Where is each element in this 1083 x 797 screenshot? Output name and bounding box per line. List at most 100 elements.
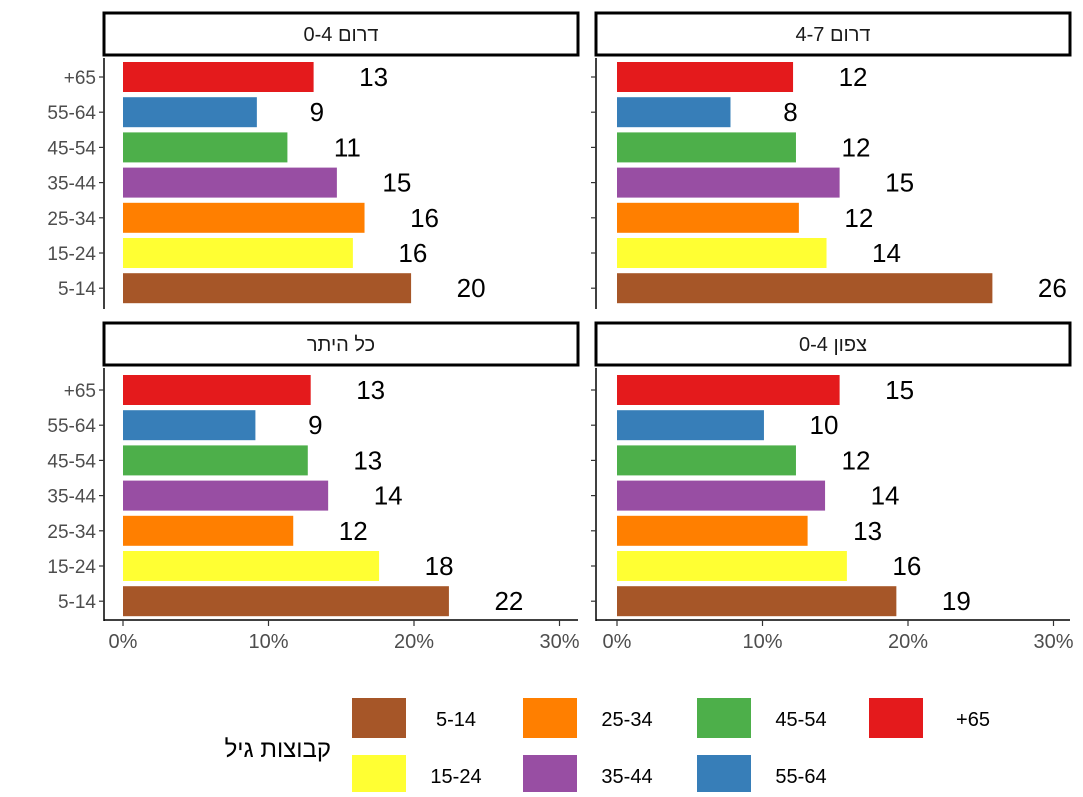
bar-45-54 — [617, 445, 796, 476]
bar-15-24 — [617, 238, 827, 268]
data-label: 20 — [457, 273, 486, 303]
bar-+65 — [123, 375, 311, 405]
legend-key-5-14 — [352, 698, 406, 738]
data-label: 13 — [853, 516, 882, 546]
y-tick-label: 55-64 — [47, 103, 96, 124]
data-label: 10 — [809, 410, 838, 440]
facet-strip — [102, 321, 580, 367]
legend-label: 55-64 — [775, 766, 826, 788]
bar-15-24 — [617, 551, 847, 581]
y-tick-label: +65 — [64, 381, 96, 402]
y-tick-label: 25-34 — [47, 209, 96, 230]
legend-label: +65 — [956, 709, 990, 731]
data-label: 15 — [382, 168, 411, 198]
data-label: 18 — [425, 551, 454, 581]
legend-label: 35-44 — [601, 766, 652, 788]
data-label: 19 — [942, 586, 971, 616]
legend-key-25-34 — [523, 698, 577, 738]
facet-panel-3: כל היתר 13 +65 9 55-64 13 45-54 14 35-44 12 25-34 1… — [47, 321, 580, 653]
legend-key-55-64 — [697, 755, 751, 795]
bar-35-44 — [123, 480, 329, 511]
data-label: 9 — [308, 410, 322, 440]
legend-key-35-44 — [523, 755, 577, 795]
legend-key-15-24 — [352, 755, 406, 795]
bar-35-44 — [617, 167, 840, 198]
data-label: 16 — [892, 551, 921, 581]
bar-45-54 — [617, 132, 796, 163]
facet-title: צפון 0-4 — [799, 334, 867, 356]
legend-key-+65 — [869, 698, 923, 738]
bar-55-64 — [123, 410, 256, 441]
data-label: 12 — [842, 132, 871, 162]
bar-5-14 — [617, 273, 993, 304]
legend-label: 15-24 — [430, 766, 481, 788]
data-label: 16 — [410, 203, 439, 233]
x-tick-label: 10% — [248, 631, 288, 653]
facet-title: דרום 4-7 — [796, 24, 871, 46]
legend-label: 5-14 — [436, 709, 476, 731]
data-label: 8 — [783, 97, 797, 127]
bar-15-24 — [123, 551, 380, 581]
y-tick-label: 35-44 — [47, 174, 96, 195]
legend-label: 25-34 — [601, 709, 652, 731]
bar-45-54 — [123, 445, 308, 476]
data-label: 12 — [839, 62, 868, 92]
facet-panel-1: דרום 0-4 13 +65 9 55-64 11 45-54 15 35-44 16 25-34… — [47, 11, 580, 309]
bar-5-14 — [123, 586, 449, 617]
facet-strip — [594, 321, 1072, 367]
legend-key-45-54 — [697, 698, 751, 738]
bar-+65 — [123, 62, 314, 92]
x-tick-label: 30% — [539, 631, 579, 653]
x-tick-label: 0% — [603, 631, 632, 653]
facet-strip — [102, 11, 580, 57]
bar-15-24 — [123, 238, 353, 268]
data-label: 9 — [310, 97, 324, 127]
x-tick-label: 20% — [888, 631, 928, 653]
bar-45-54 — [123, 132, 288, 163]
bar-25-34 — [617, 202, 799, 233]
bar-35-44 — [123, 167, 337, 198]
data-label: 12 — [842, 445, 871, 475]
y-tick-label: 55-64 — [47, 416, 96, 437]
y-tick-label: 5-14 — [58, 279, 96, 300]
y-tick-label: 45-54 — [47, 451, 96, 472]
y-tick-label: 35-44 — [47, 487, 96, 508]
y-tick-label: 25-34 — [47, 522, 96, 543]
y-tick-label: 15-24 — [47, 557, 96, 578]
data-label: 14 — [872, 238, 901, 268]
bar-25-34 — [123, 515, 294, 546]
data-label: 13 — [359, 62, 388, 92]
data-label: 13 — [356, 375, 385, 405]
x-tick-label: 0% — [109, 631, 138, 653]
facet-title: כל היתר — [307, 334, 375, 356]
bar-55-64 — [617, 97, 731, 128]
data-label: 12 — [844, 203, 873, 233]
bar-+65 — [617, 62, 794, 92]
facet-panel-2: דרום 4-7 12 8 12 15 12 14 26 — [591, 11, 1072, 309]
data-label: 14 — [871, 481, 900, 511]
data-label: 14 — [374, 481, 403, 511]
bar-55-64 — [123, 97, 257, 128]
x-tick-label: 20% — [394, 631, 434, 653]
data-label: 26 — [1038, 273, 1067, 303]
facet-title: דרום 0-4 — [304, 24, 379, 46]
y-tick-label: +65 — [64, 68, 96, 89]
bar-25-34 — [123, 202, 365, 233]
bar-5-14 — [123, 273, 412, 304]
x-tick-label: 30% — [1033, 631, 1073, 653]
bar-+65 — [617, 375, 840, 405]
data-label: 12 — [339, 516, 368, 546]
x-tick-label: 10% — [742, 631, 782, 653]
y-tick-label: 5-14 — [58, 592, 96, 613]
bar-25-34 — [617, 515, 808, 546]
data-label: 15 — [885, 168, 914, 198]
data-label: 11 — [334, 132, 361, 162]
data-label: 16 — [398, 238, 427, 268]
legend-label: 45-54 — [775, 709, 826, 731]
y-tick-label: 45-54 — [47, 138, 96, 159]
bar-35-44 — [617, 480, 826, 511]
data-label: 22 — [494, 586, 523, 616]
data-label: 13 — [353, 445, 382, 475]
